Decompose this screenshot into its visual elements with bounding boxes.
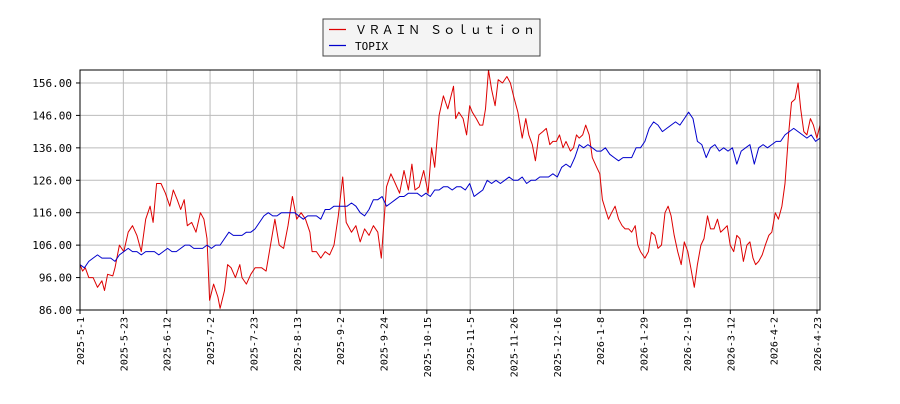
y-tick-label: 106.00 bbox=[32, 239, 72, 252]
x-tick-label: 2025-7-2 bbox=[206, 317, 217, 365]
y-tick-label: 116.00 bbox=[32, 207, 72, 220]
x-tick-label: 2025-12-16 bbox=[553, 317, 564, 377]
x-tick-label: 2026-4-23 bbox=[813, 317, 824, 371]
x-tick-label: 2025-9-24 bbox=[379, 317, 390, 371]
x-tick-label: 2026-4-2 bbox=[770, 317, 781, 365]
x-tick-label: 2025-6-12 bbox=[163, 317, 174, 371]
legend-box bbox=[322, 18, 541, 57]
y-tick-label: 136.00 bbox=[32, 142, 72, 155]
series-line-topix bbox=[79, 111, 821, 269]
y-tick-label: 86.00 bbox=[39, 304, 72, 317]
y-tick-label: 146.00 bbox=[32, 109, 72, 122]
y-tick-label: 96.00 bbox=[39, 272, 72, 285]
x-tick-label: 2025-7-23 bbox=[249, 317, 260, 371]
x-tick-label: 2025-11-5 bbox=[466, 317, 477, 371]
plot-frame bbox=[79, 69, 821, 311]
grid bbox=[79, 70, 820, 311]
legend: ＶＲＡＩＮ Ｓｏｌｕｔｉｏｎ TOPIX bbox=[322, 18, 541, 57]
x-tick-label: 2025-5-1 bbox=[76, 317, 87, 365]
y-tick-label: 126.00 bbox=[32, 174, 72, 187]
y-axis: 86.00 96.00 106.00 116.00 126.00 136.00 146.00… bbox=[32, 77, 80, 317]
series-line-vrain bbox=[79, 69, 821, 309]
x-tick-label: 2026-2-19 bbox=[683, 317, 694, 371]
x-tick-label: 2025-9-2 bbox=[336, 317, 347, 365]
x-axis: 2025-5-1 2025-5-23 2025-6-12 2025-7-2 2025-7… bbox=[76, 310, 824, 377]
legend-label-vrain: ＶＲＡＩＮ Ｓｏｌｕｔｉｏｎ bbox=[355, 23, 535, 37]
x-tick-label: 2025-10-15 bbox=[423, 317, 434, 377]
x-tick-label: 2025-5-23 bbox=[119, 317, 130, 371]
x-tick-label: 2025-8-13 bbox=[293, 317, 304, 371]
x-tick-label: 2026-3-12 bbox=[726, 317, 737, 371]
legend-label-topix: TOPIX bbox=[355, 40, 388, 53]
series-lines bbox=[79, 69, 821, 309]
x-tick-label: 2026-1-29 bbox=[640, 317, 651, 371]
x-tick-label: 2025-11-26 bbox=[510, 317, 521, 377]
x-tick-label: 2026-1-8 bbox=[596, 317, 607, 365]
y-tick-label: 156.00 bbox=[32, 77, 72, 90]
